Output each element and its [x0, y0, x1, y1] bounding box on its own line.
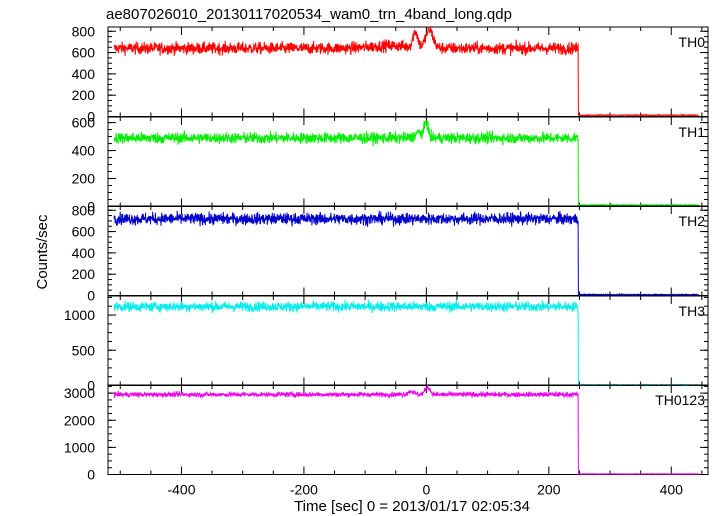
y-tick-label: 400 [72, 143, 96, 159]
x-axis-title: Time [sec] 0 = 2013/01/17 02:05:34 [294, 498, 530, 515]
x-tick-label: 400 [660, 482, 684, 498]
panel-th3: 0 500 1000 TH3 [64, 295, 709, 394]
y-tick-label: 200 [72, 266, 96, 282]
y-tick-label: 400 [72, 245, 96, 261]
panel-th1: 0 200 400 600 TH1 [72, 115, 709, 215]
x-tick-label: -200 [290, 482, 318, 498]
panel-label: TH0 [679, 34, 706, 50]
y-tick-label: 2000 [64, 412, 95, 428]
y-tick-label: 800 [72, 202, 96, 218]
x-axis: -400 -200 0 200 400 [167, 482, 683, 498]
panel-frame [107, 384, 709, 475]
y-tick-label: 600 [72, 115, 96, 131]
panel-th2: 0 200 400 600 800 TH2 [72, 202, 709, 304]
y-tick-label: 0 [87, 199, 95, 215]
y-tick-label: 0 [87, 378, 95, 394]
y-tick-label: 1000 [64, 307, 95, 323]
y-tick-label: 500 [72, 342, 96, 358]
y-axis-title: Counts/sec [34, 214, 51, 290]
y-tick-label: 0 [87, 467, 95, 483]
panel-frame [107, 26, 709, 117]
panel-frame [107, 116, 709, 207]
series-line-th1 [113, 120, 700, 208]
series-line-th2 [113, 210, 699, 297]
y-tick-label: 600 [72, 224, 96, 240]
series-line-th0123 [113, 384, 700, 475]
y-tick-label: 600 [72, 45, 96, 61]
y-tick-label: 3000 [64, 385, 95, 401]
y-tick-label: 0 [87, 288, 95, 304]
chart-panels: 0 200 400 600 800 TH0 0 200 400 600 TH1 0 200 400 600 8… [64, 23, 709, 483]
panel-label: TH3 [679, 303, 706, 319]
y-tick-label: 800 [72, 23, 96, 39]
series-line-th3 [113, 299, 700, 388]
y-tick-label: 200 [72, 87, 96, 103]
chart-title: ae807026010_20130117020534_wam0_trn_4ban… [106, 6, 512, 23]
y-tick-label: 400 [72, 66, 96, 82]
panel-label: TH0123 [655, 392, 705, 408]
x-tick-label: 0 [422, 482, 430, 498]
panel-th0: 0 200 400 600 800 TH0 [72, 23, 709, 125]
y-tick-label: 200 [72, 171, 96, 187]
panel-label: TH2 [679, 213, 706, 229]
y-tick-label: 0 [87, 109, 95, 125]
series-line-th0 [113, 26, 700, 118]
x-tick-label: -400 [167, 482, 195, 498]
x-tick-label: 200 [537, 482, 561, 498]
y-tick-label: 1000 [64, 439, 95, 455]
panel-label: TH1 [679, 124, 706, 140]
panel-th0123: 0 1000 2000 3000 TH0123 [64, 384, 709, 483]
